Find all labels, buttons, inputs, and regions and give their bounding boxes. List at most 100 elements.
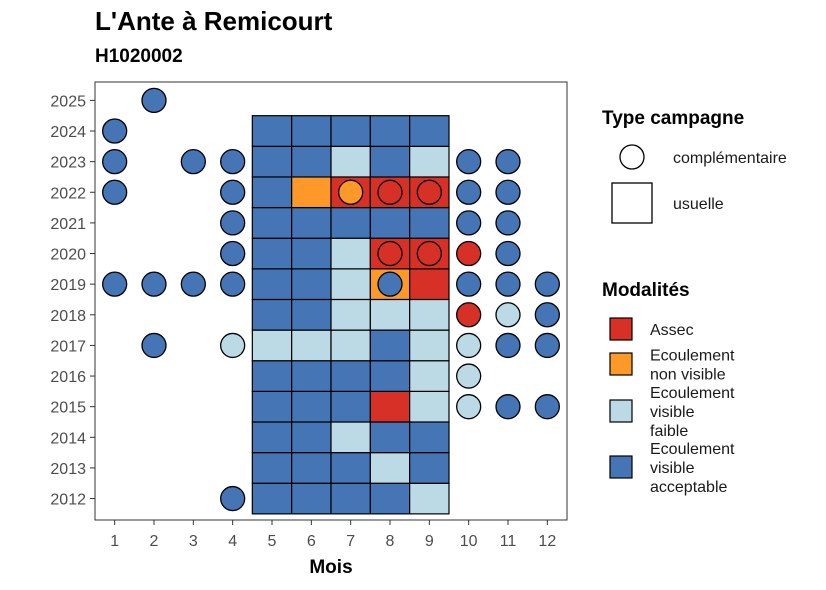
complementaire-point-2019-10 <box>456 271 482 297</box>
y-tick-label-2020: 2020 <box>50 247 86 264</box>
complementaire-point-2023-4 <box>220 148 246 175</box>
complementaire-point-2022-8 <box>377 179 403 205</box>
complementaire-point-2022-11 <box>495 179 521 205</box>
usuelle-cell-2014-5 <box>251 421 293 454</box>
usuelle-cell-2023-8 <box>369 145 411 178</box>
complementaire-point-2018-11 <box>495 302 521 328</box>
usuelle-cell-2015-9 <box>409 390 450 423</box>
complementaire-point-2020-10 <box>456 240 482 267</box>
complementaire-point-2022-7 <box>338 179 364 205</box>
usuelle-cell-2019-7 <box>330 268 371 301</box>
complementaire-point-2017-4 <box>220 332 246 359</box>
usuelle-cell-2020-7 <box>330 237 371 270</box>
legend-type-title: Type campagne <box>602 108 744 129</box>
complementaire-point-2020-8 <box>377 240 403 267</box>
y-axis: 2012 2013 2014 2015 2016 2017 2018 2019 2020 2021… <box>50 93 95 509</box>
y-tick-label-2014: 2014 <box>50 430 86 447</box>
complementaire-point-2021-4 <box>220 210 246 236</box>
legend-label-ecoulement_visible_faible-0: Ecoulement <box>650 385 735 402</box>
usuelle-cell-2014-9 <box>409 421 450 454</box>
complementaire-point-2015-11 <box>495 394 521 420</box>
y-tick-label-2013: 2013 <box>50 461 86 478</box>
usuelle-cell-2015-6 <box>291 390 332 423</box>
complementaire-point-2021-11 <box>495 210 521 236</box>
complementaire-point-2012-4 <box>220 485 246 512</box>
complementaire-point-2015-10 <box>456 394 482 420</box>
usuelle-cell-2018-6 <box>291 298 332 331</box>
complementaire-point-2021-10 <box>456 210 482 236</box>
usuelle-cell-2012-8 <box>369 482 411 515</box>
x-tick-label-2: 2 <box>150 533 159 550</box>
usuelle-cell-2024-9 <box>409 115 450 147</box>
legend-circle-key <box>619 144 645 170</box>
y-tick-label-2015: 2015 <box>50 400 86 417</box>
complementaire-point-2018-10 <box>456 302 482 328</box>
complementaire-point-2019-3 <box>180 271 206 297</box>
legend-label-ecoulement_non_visible-0: Ecoulement <box>650 348 735 365</box>
y-tick-label-2019: 2019 <box>50 277 86 294</box>
usuelle-cell-2020-6 <box>291 237 332 270</box>
complementaire-point-2017-10 <box>456 332 482 359</box>
x-tick-label-9: 9 <box>425 533 434 550</box>
usuelle-cell-2019-5 <box>251 268 293 301</box>
usuelle-cell-2019-9 <box>409 268 450 301</box>
complementaire-point-2019-1 <box>102 271 128 297</box>
legend-label-ecoulement_visible_faible-1: visible <box>650 404 695 421</box>
usuelle-cell-2016-7 <box>330 360 371 392</box>
complementaire-point-2017-11 <box>495 332 521 359</box>
usuelle-cell-2021-8 <box>369 206 411 239</box>
usuelle-cell-2015-7 <box>330 390 371 423</box>
usuelle-cell-2015-5 <box>251 390 293 423</box>
complementaire-point-2019-2 <box>141 271 167 297</box>
legend-swatch-ecoulement_non_visible <box>609 352 633 376</box>
complementaire-point-2023-3 <box>180 148 206 175</box>
complementaire-point-2017-2 <box>141 332 167 359</box>
legend-label-usuelle: usuelle <box>673 196 724 213</box>
complementaire-point-2019-12 <box>534 271 560 297</box>
x-axis-title: Mois <box>309 557 352 578</box>
complementaire-point-2018-12 <box>534 302 560 328</box>
complementaire-point-2016-10 <box>456 363 482 389</box>
x-tick-label-10: 10 <box>460 533 478 550</box>
usuelle-cell-2023-7 <box>330 145 371 178</box>
usuelle-cell-2024-6 <box>291 115 332 147</box>
complementaire-point-2025-2 <box>141 87 167 114</box>
complementaire-point-2017-12 <box>534 332 560 359</box>
usuelle-cell-2012-5 <box>251 482 293 515</box>
legend-label-assec-0: Assec <box>650 322 694 339</box>
usuelle-cell-2018-8 <box>369 298 411 331</box>
usuelle-cell-2012-6 <box>291 482 332 515</box>
usuelle-cell-2023-5 <box>251 145 293 178</box>
usuelle-cells-layer <box>251 115 450 515</box>
usuelle-cell-2013-9 <box>409 452 450 484</box>
y-tick-label-2024: 2024 <box>50 124 86 141</box>
usuelle-cell-2021-9 <box>409 206 450 239</box>
legend-modalites-title: Modalités <box>602 280 690 301</box>
complementaire-point-2022-1 <box>102 179 128 205</box>
complementaire-point-2020-11 <box>495 240 521 267</box>
usuelle-cell-2013-7 <box>330 452 371 484</box>
usuelle-cell-2023-9 <box>409 145 450 178</box>
x-tick-label-5: 5 <box>268 533 277 550</box>
usuelle-cell-2013-8 <box>369 452 411 484</box>
usuelle-cell-2018-5 <box>251 298 293 331</box>
complementaire-point-2020-9 <box>416 240 442 267</box>
legend-label-ecoulement_visible_acceptable-2: acceptable <box>650 479 727 496</box>
usuelle-cell-2024-8 <box>369 115 411 147</box>
legend: Type campagne complémentaire usuelle Modali… <box>602 108 787 496</box>
usuelle-cell-2021-5 <box>251 206 293 239</box>
usuelle-cell-2013-5 <box>251 452 293 484</box>
y-tick-label-2017: 2017 <box>50 338 86 355</box>
usuelle-cell-2020-5 <box>251 237 293 270</box>
complementaire-point-2022-10 <box>456 179 482 205</box>
usuelle-cell-2023-6 <box>291 145 332 178</box>
legend-label-complementaire: complémentaire <box>673 150 787 167</box>
usuelle-cell-2017-5 <box>251 329 293 362</box>
legend-square-key <box>611 182 653 224</box>
x-tick-label-1: 1 <box>110 533 119 550</box>
usuelle-cell-2013-6 <box>291 452 332 484</box>
usuelle-cell-2024-5 <box>251 115 293 147</box>
x-tick-label-3: 3 <box>189 533 198 550</box>
usuelle-cell-2012-9 <box>409 482 450 515</box>
usuelle-cell-2015-8 <box>369 390 411 423</box>
